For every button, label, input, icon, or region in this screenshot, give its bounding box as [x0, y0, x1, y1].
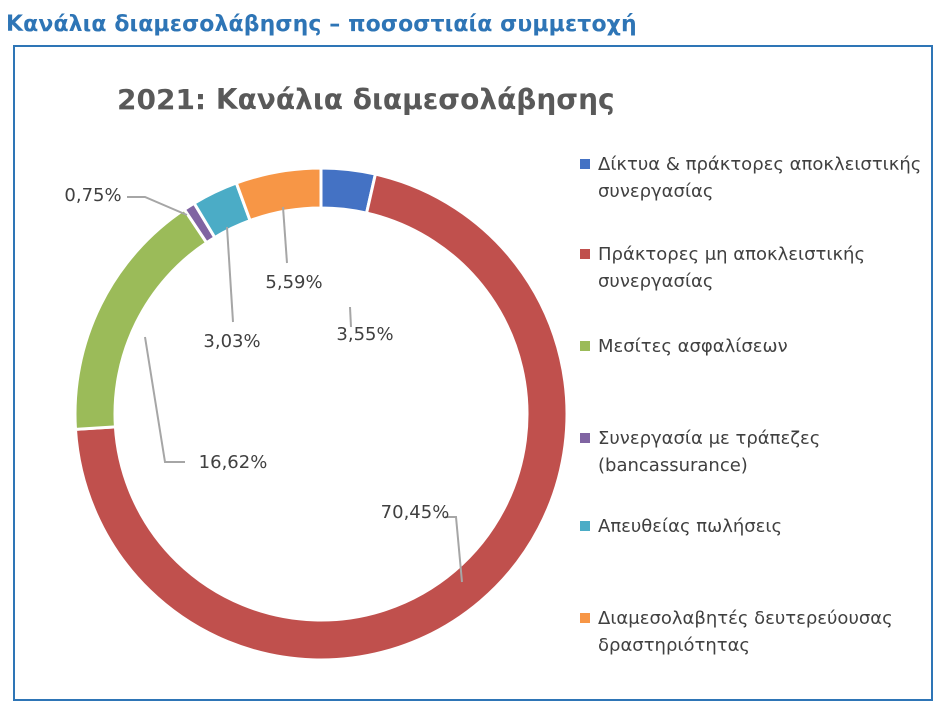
- legend-label: Πράκτορες μη αποκλειστικής συνεργασίας: [598, 244, 866, 292]
- chart-title: 2021: Κανάλια διαμεσολάβησης: [117, 83, 615, 116]
- data-label: 3,03%: [203, 331, 260, 352]
- leader-line: [445, 516, 463, 583]
- legend-swatch: [580, 433, 590, 443]
- legend-swatch: [580, 159, 590, 169]
- legend-label: Συνεργασία με τράπεζες (bancassurance): [598, 428, 821, 476]
- data-label: 16,62%: [199, 452, 268, 473]
- legend-swatch: [580, 613, 590, 623]
- donut-chart: 3,55% 70,45% 16,62% 0,75% 3,03% 5,59%: [64, 166, 569, 662]
- leader-line: [226, 226, 234, 323]
- donut-slice: [73, 172, 569, 662]
- donut-slice: [73, 207, 209, 431]
- legend-label: Απευθείας πωλήσεις: [598, 516, 783, 537]
- legend-label: Μεσίτες ασφαλίσεων: [598, 336, 788, 357]
- data-label: 70,45%: [381, 502, 450, 523]
- legend-label: Δίκτυα & πράκτορες αποκλειστικής συνεργα…: [598, 154, 922, 202]
- legend-swatch: [580, 341, 590, 351]
- leader-line: [282, 206, 288, 264]
- data-label: 5,59%: [265, 272, 322, 293]
- legend-swatch: [580, 249, 590, 259]
- donut-slice: [234, 166, 323, 223]
- leader-line: [127, 196, 188, 216]
- leader-line: [349, 306, 352, 328]
- legend-label: Διαμεσολαβητές δευτερεύουσας δραστηριότη…: [598, 608, 893, 656]
- chart-frame: 2021: Κανάλια διαμεσολάβησης 3,55% 70,45%…: [13, 45, 933, 701]
- page-heading: Κανάλια διαμεσολάβησης – ποσοστιαία συμμ…: [6, 12, 637, 37]
- leader-line: [144, 336, 185, 463]
- legend-swatch: [580, 521, 590, 531]
- data-label: 0,75%: [64, 185, 121, 206]
- data-label: 3,55%: [336, 324, 393, 345]
